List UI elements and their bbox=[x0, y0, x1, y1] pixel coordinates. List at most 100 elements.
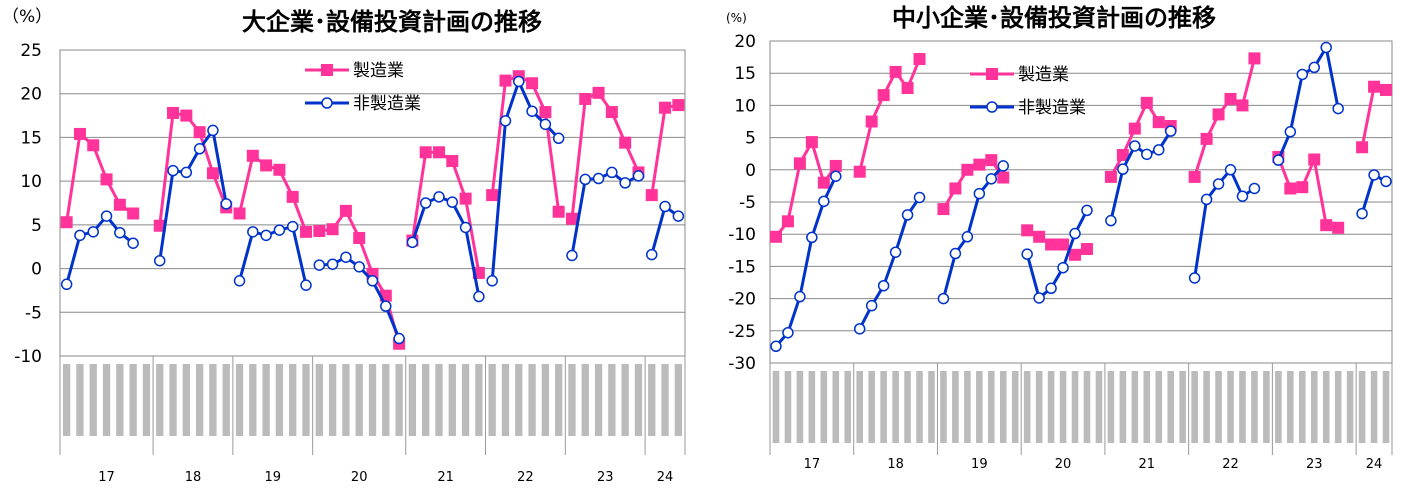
data-point-non-manufacturing bbox=[193, 143, 206, 155]
data-point-manufacturing bbox=[781, 215, 794, 228]
data-point-non-manufacturing bbox=[1069, 227, 1081, 240]
data-point-manufacturing bbox=[1152, 116, 1165, 129]
data-point-non-manufacturing bbox=[1033, 292, 1045, 304]
data-point-non-manufacturing bbox=[1272, 154, 1285, 166]
data-point-non-manufacturing bbox=[770, 340, 782, 353]
year-label: 19 bbox=[264, 470, 281, 485]
y-tick-label: 0 bbox=[31, 260, 42, 280]
data-point-manufacturing bbox=[659, 101, 672, 114]
data-point-manufacturing bbox=[87, 139, 100, 152]
chart-sme: 中小企業･設備投資計画の推移 (%) -30 -25 -20 -15 -10 -5 0 5 10 15… bbox=[726, 4, 1393, 472]
year-label: 24 bbox=[657, 470, 674, 485]
data-point-manufacturing bbox=[1248, 52, 1261, 65]
data-point-manufacturing bbox=[273, 163, 286, 176]
series-line-manufacturing bbox=[410, 150, 481, 274]
data-point-non-manufacturing bbox=[513, 75, 525, 88]
data-point-manufacturing bbox=[193, 126, 206, 139]
data-point-manufacturing bbox=[793, 157, 806, 170]
year-label: 18 bbox=[887, 457, 904, 472]
data-point-non-manufacturing bbox=[419, 197, 432, 209]
series-line-non-manufacturing bbox=[238, 224, 308, 286]
data-point-manufacturing bbox=[1116, 148, 1129, 161]
data-point-manufacturing bbox=[1080, 243, 1093, 256]
year-label: 22 bbox=[1222, 457, 1239, 472]
data-point-manufacturing bbox=[60, 216, 73, 229]
data-point-non-manufacturing bbox=[499, 115, 512, 127]
data-point-manufacturing bbox=[973, 158, 986, 171]
data-point-manufacturing bbox=[206, 167, 219, 180]
data-point-manufacturing bbox=[1057, 238, 1070, 251]
data-point-non-manufacturing bbox=[619, 177, 631, 189]
data-point-non-manufacturing bbox=[127, 237, 139, 249]
year-label: 22 bbox=[517, 470, 534, 485]
data-point-manufacturing bbox=[526, 77, 539, 90]
year-label: 23 bbox=[1306, 457, 1323, 472]
data-point-non-manufacturing bbox=[273, 224, 286, 236]
data-point-manufacturing bbox=[1356, 141, 1369, 154]
data-point-non-manufacturing bbox=[1117, 163, 1129, 175]
data-point-non-manufacturing bbox=[985, 173, 998, 185]
legend-marker-manufacturing bbox=[321, 64, 333, 76]
data-point-manufacturing bbox=[961, 163, 974, 176]
data-point-manufacturing bbox=[913, 53, 926, 66]
data-point-non-manufacturing bbox=[433, 191, 445, 203]
data-point-non-manufacturing bbox=[1105, 214, 1117, 227]
data-point-manufacturing bbox=[1045, 238, 1058, 251]
data-point-manufacturing bbox=[127, 207, 140, 220]
data-point-non-manufacturing bbox=[207, 124, 219, 137]
data-point-non-manufacturing bbox=[473, 290, 485, 303]
data-point-manufacturing bbox=[1284, 182, 1297, 195]
data-point-manufacturing bbox=[260, 159, 273, 172]
legend-label: 非製造業 bbox=[1018, 98, 1086, 118]
data-point-manufacturing bbox=[1332, 221, 1345, 234]
data-point-manufacturing bbox=[539, 106, 552, 119]
data-point-manufacturing bbox=[901, 82, 914, 95]
year-label: 19 bbox=[971, 457, 988, 472]
plot-border bbox=[59, 49, 686, 357]
data-point-non-manufacturing bbox=[853, 323, 866, 335]
y-axis-unit-label: （%） bbox=[2, 7, 52, 27]
data-point-manufacturing bbox=[233, 207, 246, 220]
data-point-non-manufacturing bbox=[60, 278, 73, 291]
y-tick-label: 5 bbox=[31, 216, 42, 236]
data-point-manufacturing bbox=[339, 204, 352, 217]
series-line-non-manufacturing bbox=[65, 213, 135, 285]
data-point-non-manufacturing bbox=[901, 209, 914, 221]
data-point-manufacturing bbox=[1200, 132, 1213, 145]
data-point-non-manufacturing bbox=[1284, 126, 1297, 138]
data-point-manufacturing bbox=[579, 92, 592, 105]
year-label: 20 bbox=[1055, 457, 1072, 472]
year-label: 18 bbox=[185, 470, 202, 485]
data-point-non-manufacturing bbox=[1224, 164, 1237, 176]
data-point-manufacturing bbox=[300, 225, 313, 238]
data-point-manufacturing bbox=[1069, 248, 1082, 261]
y-tick-label: 5 bbox=[745, 129, 756, 149]
y-tick-label: -15 bbox=[728, 257, 756, 277]
data-point-non-manufacturing bbox=[997, 160, 1009, 172]
legend-marker-manufacturing bbox=[986, 68, 998, 80]
data-point-non-manufacturing bbox=[180, 166, 193, 179]
y-tick-label: -20 bbox=[728, 290, 756, 310]
data-point-non-manufacturing bbox=[830, 170, 842, 182]
data-point-non-manufacturing bbox=[818, 195, 830, 208]
data-point-non-manufacturing bbox=[961, 231, 974, 243]
data-point-non-manufacturing bbox=[806, 231, 818, 244]
data-point-manufacturing bbox=[73, 127, 86, 140]
data-point-manufacturing bbox=[113, 198, 126, 211]
data-point-manufacturing bbox=[1320, 219, 1333, 232]
y-tick-label: -5 bbox=[25, 303, 42, 323]
data-point-non-manufacturing bbox=[393, 332, 405, 345]
data-point-manufacturing bbox=[167, 106, 180, 119]
data-point-non-manufacturing bbox=[526, 105, 538, 117]
data-point-non-manufacturing bbox=[220, 198, 232, 210]
data-point-manufacturing bbox=[459, 192, 472, 205]
data-point-manufacturing bbox=[889, 65, 902, 78]
data-point-manufacturing bbox=[865, 115, 878, 128]
data-point-non-manufacturing bbox=[313, 259, 326, 271]
data-point-non-manufacturing bbox=[865, 299, 878, 312]
chart-title: 大企業･設備投資計画の推移 bbox=[242, 8, 542, 36]
data-point-manufacturing bbox=[1224, 92, 1237, 105]
series-line-manufacturing bbox=[1193, 58, 1256, 178]
y-tick-label: 10 bbox=[734, 96, 756, 116]
data-point-manufacturing bbox=[1021, 224, 1034, 237]
